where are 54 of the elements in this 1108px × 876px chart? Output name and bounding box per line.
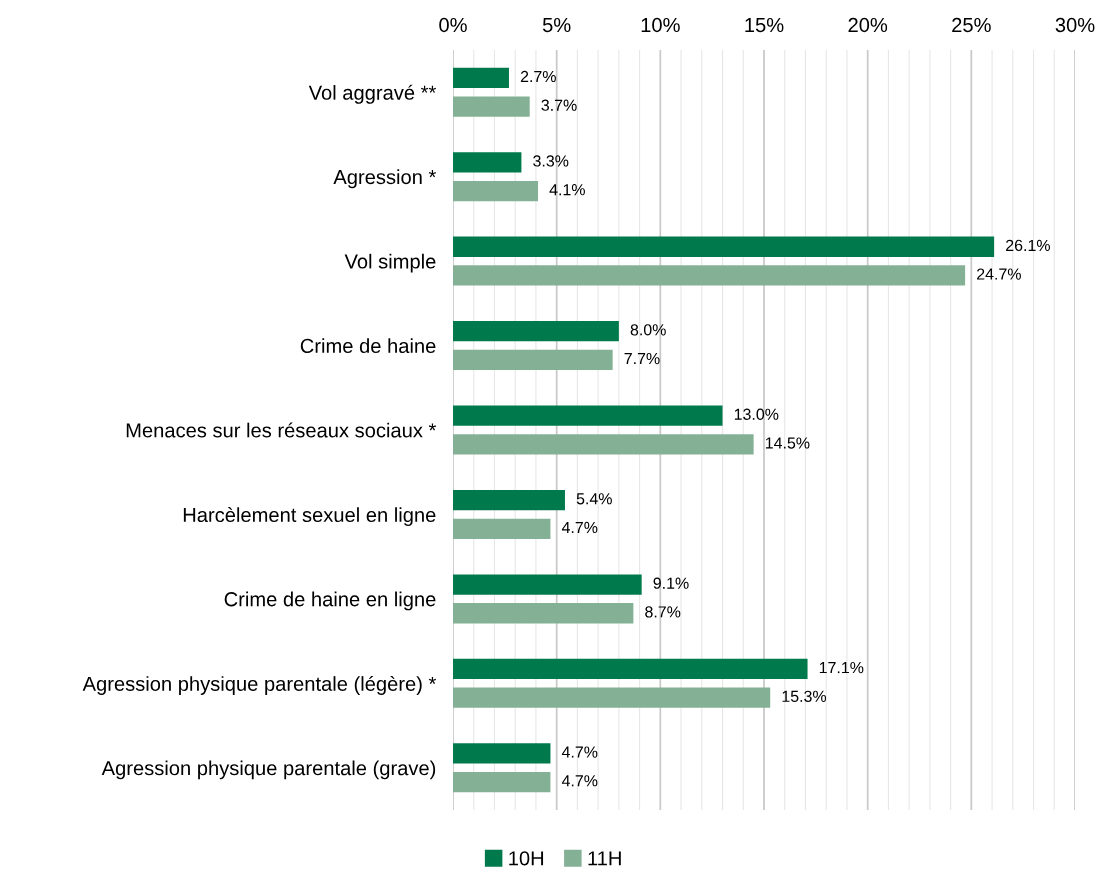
y-tick-label: Menaces sur les réseaux sociaux * (126, 422, 437, 438)
bar (453, 405, 723, 426)
bar (453, 518, 551, 539)
x-tick-label: 5% (542, 17, 571, 33)
bar (453, 180, 539, 202)
data-label: 26.1% (1006, 239, 1050, 252)
bar (453, 603, 634, 624)
bar (453, 687, 771, 708)
y-tick-label: Agression physique parentale (grave) (101, 760, 436, 780)
bar (453, 265, 966, 286)
data-label: 8.7% (645, 606, 681, 618)
y-tick-label: Vol aggravé ** (308, 84, 437, 104)
x-tick-label: 0% (439, 17, 467, 33)
x-tick-label: 10% (641, 17, 680, 33)
bar (453, 152, 522, 173)
data-label: 2.7% (520, 70, 556, 83)
legend-label: 10H (509, 851, 544, 866)
data-label: 4.7% (561, 521, 598, 534)
data-label: 15.3% (782, 690, 827, 702)
y-tick-label: Harcèlement sexuel en ligne (183, 507, 436, 527)
bar (453, 743, 551, 764)
data-label: 17.1% (819, 662, 864, 674)
data-label: 4.7% (561, 746, 598, 758)
y-tick-label: Vol simple (344, 253, 436, 273)
x-tick-label: 25% (952, 17, 991, 33)
bar (453, 658, 808, 680)
y-tick-label: Agression physique parentale (légère) * (82, 675, 437, 695)
y-tick-label: Agression * (333, 169, 437, 189)
x-tick-label: 15% (745, 17, 784, 33)
bar (453, 321, 619, 342)
y-tick-label: Crime de haine en ligne (224, 591, 436, 611)
data-label: 9.1% (653, 577, 689, 589)
legend-label: 11H (588, 851, 621, 866)
bar (453, 236, 995, 257)
bar (453, 96, 530, 117)
bar (453, 434, 754, 455)
data-label: 14.5% (765, 437, 810, 449)
x-tick-label: 20% (848, 17, 888, 33)
data-label: 4.7% (561, 775, 598, 787)
data-label: 8.0% (630, 324, 666, 336)
data-label: 24.7% (977, 268, 1021, 280)
bar (453, 489, 565, 511)
data-label: 7.7% (624, 352, 660, 365)
data-label: 3.7% (541, 99, 577, 111)
bar (453, 349, 613, 371)
bar (453, 574, 642, 595)
x-tick-label: 30% (1055, 17, 1095, 33)
data-label: 13.0% (734, 408, 779, 420)
bar (453, 67, 509, 88)
data-label: 3.3% (533, 155, 569, 167)
data-label: 4.1% (549, 184, 585, 196)
bar (453, 772, 551, 793)
y-tick-label: Crime de haine (300, 338, 436, 354)
data-label: 5.4% (576, 493, 612, 505)
